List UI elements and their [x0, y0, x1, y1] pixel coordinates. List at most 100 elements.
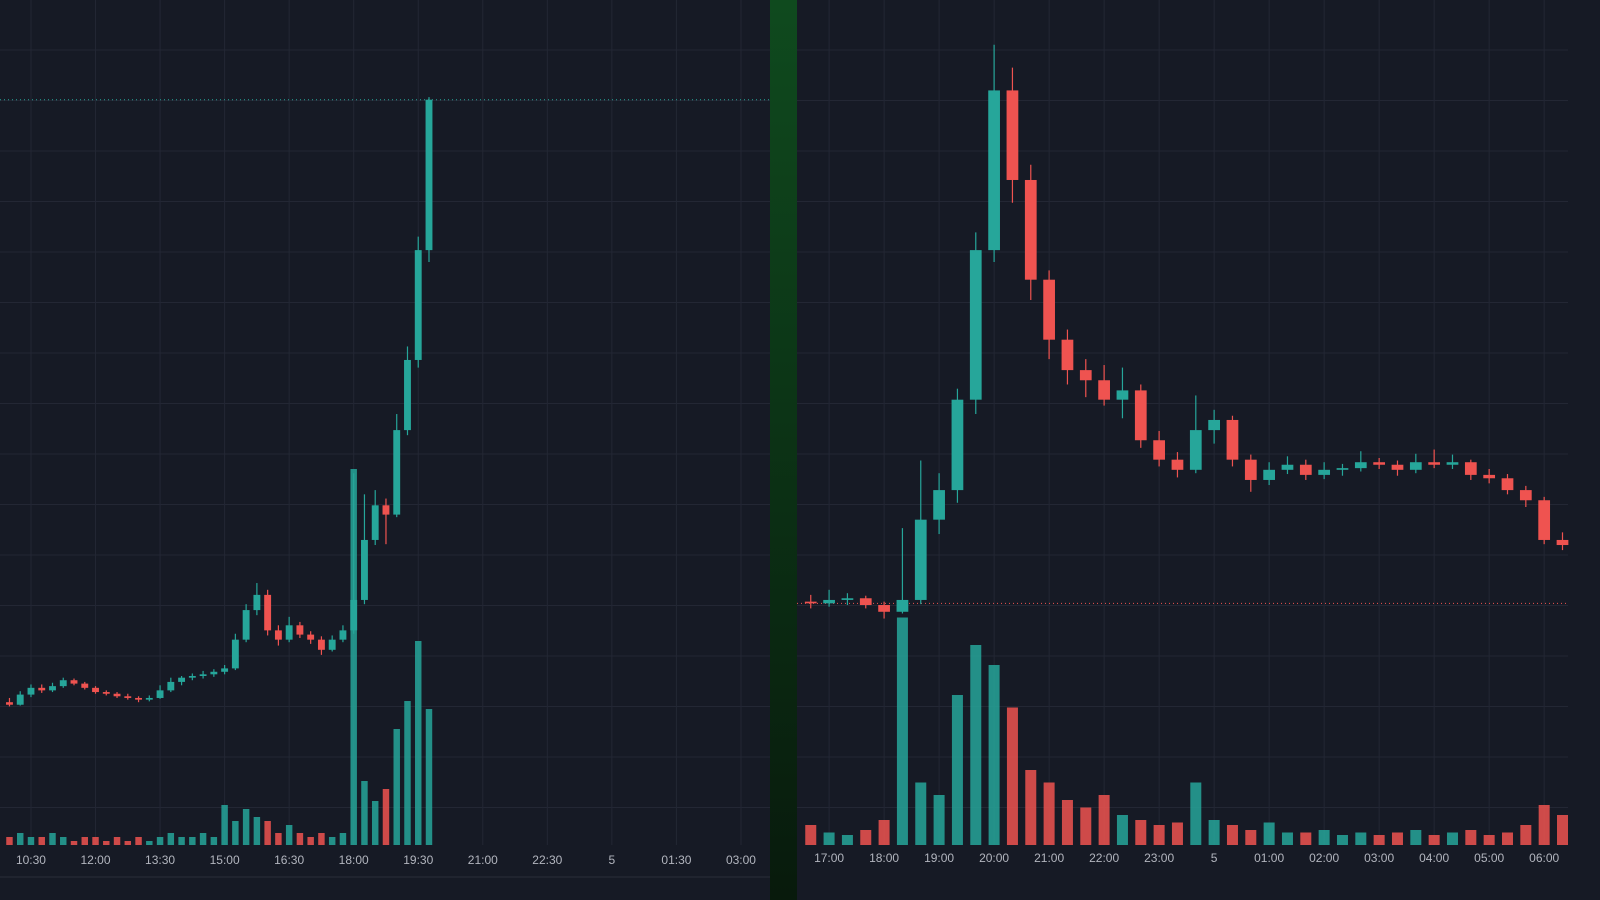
candle-body [1373, 462, 1386, 465]
candle-body [178, 677, 186, 682]
candle-body [317, 639, 325, 650]
x-tick-label: 03:00 [726, 853, 756, 867]
candle-body [1501, 478, 1514, 491]
volume-bar [1465, 830, 1477, 845]
volume-bar [285, 825, 293, 845]
volume-bar [1061, 800, 1073, 845]
volume-bar [1208, 820, 1220, 845]
x-tick-label: 15:00 [210, 853, 240, 867]
x-tick-label: 5 [1211, 851, 1218, 865]
candle-body [199, 674, 207, 676]
candle-body [231, 639, 239, 669]
volume-bar [242, 809, 250, 845]
volume-bar [415, 641, 422, 845]
candle-body [307, 634, 315, 640]
x-tick-label: 17:00 [814, 851, 844, 865]
candle-body [1483, 474, 1496, 479]
candle-body [914, 519, 927, 600]
x-tick-label: 21:00 [468, 853, 498, 867]
volume-bar [1281, 832, 1293, 845]
x-tick-label: 06:00 [1529, 851, 1559, 865]
candle-body [296, 625, 304, 635]
volume-bar [199, 833, 207, 845]
candle-body [1336, 468, 1349, 470]
candle-body [1043, 279, 1055, 340]
volume-bar [1520, 825, 1532, 845]
candle-body [1464, 462, 1477, 475]
candle-body [350, 599, 358, 631]
candle-body [1281, 464, 1294, 470]
volume-bar [1025, 770, 1037, 845]
candle-body [969, 250, 982, 400]
volume-bar [6, 837, 13, 845]
volume-bar [275, 833, 282, 845]
volume-bar [81, 837, 88, 845]
volume-bar [1410, 830, 1422, 845]
volume-bar [1171, 822, 1183, 845]
x-tick-label: 22:00 [1089, 851, 1119, 865]
volume-bar [1446, 832, 1458, 845]
candle-body [1428, 462, 1441, 465]
volume-bar [1098, 795, 1110, 845]
candle-body [328, 639, 336, 650]
volume-bar [1006, 707, 1018, 845]
x-tick-label: 18:00 [869, 851, 899, 865]
volume-bar [146, 841, 153, 845]
volume-bar [296, 833, 304, 845]
volume-bar [1538, 805, 1550, 845]
volume-bar [49, 833, 56, 845]
x-tick-label: 04:00 [1419, 851, 1449, 865]
volume-bar [135, 837, 142, 845]
volume-bar [1226, 825, 1238, 845]
candle-body [1061, 339, 1074, 371]
candle-body [1134, 390, 1147, 441]
candle-body [113, 693, 121, 697]
candle-body [156, 690, 164, 698]
volume-bar [38, 837, 45, 845]
volume-bar [339, 833, 347, 845]
volume-bar [1135, 820, 1147, 845]
volume-bar [1483, 835, 1495, 845]
volume-bar [350, 469, 357, 845]
x-tick-label: 02:00 [1309, 851, 1339, 865]
candle-body [70, 680, 78, 684]
candle-body [1079, 370, 1092, 381]
volume-bar [1263, 822, 1275, 845]
candle-body [878, 605, 890, 612]
candle-body [16, 694, 24, 705]
x-tick-label: 13:30 [145, 853, 175, 867]
volume-bar [1300, 832, 1312, 845]
candle-body [1354, 462, 1367, 469]
volume-bar [1391, 832, 1403, 845]
volume-bar [189, 837, 196, 845]
volume-bar [221, 805, 228, 845]
candle-body [339, 630, 347, 640]
candle-body [135, 697, 142, 700]
volume-bar [860, 830, 872, 845]
volume-bar [1153, 825, 1165, 845]
candle-body [951, 399, 964, 491]
volume-bar [16, 833, 24, 845]
volume-bar [253, 817, 261, 845]
candle-body [145, 697, 153, 700]
candle-body [823, 599, 835, 604]
volume-bar [970, 645, 982, 845]
candle-body [38, 687, 46, 691]
x-tick-label: 20:00 [979, 851, 1009, 865]
candle-body [1318, 469, 1331, 475]
volume-bar [70, 841, 78, 845]
candle-body [1171, 459, 1184, 470]
volume-bar [896, 617, 908, 845]
candle-body [1226, 419, 1239, 460]
candle-body [1299, 464, 1312, 475]
volume-bar [178, 837, 185, 845]
candle-body [371, 505, 379, 540]
candle-body [49, 686, 56, 691]
x-tick-label: 22:30 [532, 853, 562, 867]
x-tick-label: 03:00 [1364, 851, 1394, 865]
volume-bar [113, 837, 121, 845]
volume-bar [1556, 815, 1568, 845]
candle-body [188, 676, 196, 678]
candle-body [1208, 419, 1220, 431]
